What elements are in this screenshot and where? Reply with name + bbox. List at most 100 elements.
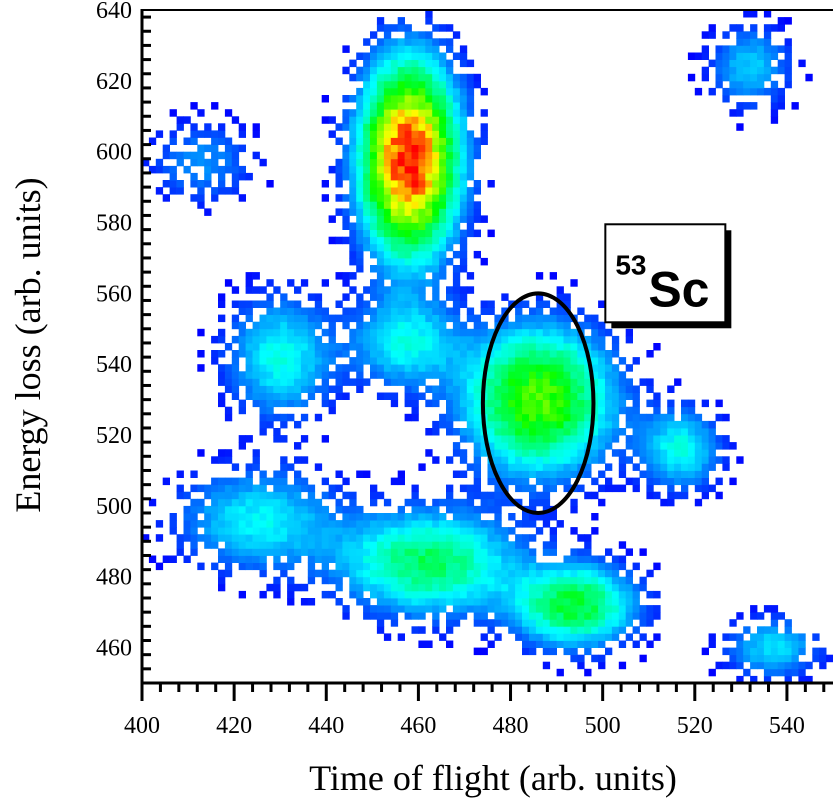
heatmap-cell <box>618 371 627 379</box>
heatmap-cell <box>598 626 606 634</box>
heatmap-cell <box>356 293 364 301</box>
heatmap-cell <box>653 406 661 415</box>
heatmap-cell <box>563 576 571 585</box>
heatmap-cell <box>190 180 198 188</box>
heatmap-cell <box>473 328 481 337</box>
heatmap-cell <box>757 661 765 670</box>
heatmap-cell <box>280 328 288 337</box>
heatmap-cell <box>770 102 779 110</box>
heatmap-cell <box>473 180 481 188</box>
heatmap-cell <box>784 45 792 53</box>
heatmap-cell <box>259 541 267 549</box>
heatmap-cell <box>605 619 613 627</box>
heatmap-cell <box>404 392 412 400</box>
heatmap-cell <box>646 590 654 599</box>
heatmap-cell <box>577 534 585 542</box>
heatmap-cell <box>370 187 378 195</box>
heatmap-cell <box>204 130 212 138</box>
heatmap-cell <box>363 548 371 556</box>
heatmap-cell <box>335 272 343 280</box>
heatmap-cell <box>238 350 246 358</box>
heatmap-cell <box>204 172 212 181</box>
heatmap-cell <box>287 328 295 337</box>
heatmap-cell <box>390 222 399 230</box>
heatmap-cell <box>529 413 537 422</box>
heatmap-cell <box>397 137 405 145</box>
heatmap-cell <box>446 364 454 372</box>
heatmap-cell <box>390 513 399 521</box>
heatmap-cell <box>411 562 419 571</box>
heatmap-cell <box>611 583 620 592</box>
heatmap-cell <box>273 399 281 408</box>
selection-circle <box>480 291 596 515</box>
heatmap-cell <box>515 307 523 315</box>
heatmap-cell <box>501 456 509 464</box>
heatmap-cell <box>459 137 468 145</box>
heatmap-cell <box>681 470 689 478</box>
heatmap-cell <box>218 491 226 500</box>
heatmap-cell <box>584 612 592 620</box>
heatmap-cell <box>452 229 461 238</box>
heatmap-cell <box>501 413 509 422</box>
heatmap-cell <box>439 598 447 606</box>
heatmap-cell <box>618 562 627 571</box>
heatmap-cell <box>446 180 454 188</box>
heatmap-cell <box>563 378 571 386</box>
heatmap-cell <box>535 392 544 400</box>
heatmap-cell <box>411 583 419 592</box>
heatmap-cell <box>549 392 557 400</box>
heatmap-cell <box>452 293 461 301</box>
heatmap-cell <box>356 583 364 592</box>
heatmap-cell <box>432 583 440 592</box>
heatmap-cell <box>653 590 661 599</box>
heatmap-cell <box>349 520 357 528</box>
heatmap-cell <box>459 343 468 351</box>
heatmap-cell <box>708 463 716 471</box>
heatmap-cell <box>245 520 253 528</box>
heatmap-cell <box>245 272 253 280</box>
heatmap-cell <box>784 647 792 656</box>
heatmap-cell <box>266 180 274 188</box>
heatmap-cell <box>342 165 350 174</box>
heatmap-cell <box>425 598 433 606</box>
heatmap-cell <box>577 548 585 556</box>
heatmap-cell <box>376 576 385 585</box>
heatmap-cell <box>204 534 212 542</box>
heatmap-cell <box>584 399 592 408</box>
heatmap-cell <box>376 583 385 592</box>
heatmap-cell <box>321 194 329 202</box>
heatmap-cell <box>743 654 751 663</box>
x-tick-label: 420 <box>216 713 252 739</box>
heatmap-cell <box>639 612 647 620</box>
heatmap-cell <box>611 555 620 563</box>
heatmap-cell <box>466 569 475 578</box>
heatmap-cell <box>252 321 260 330</box>
heatmap-cell <box>273 314 281 323</box>
heatmap-cell <box>577 449 585 457</box>
heatmap-cell <box>784 640 792 648</box>
heatmap-cell <box>770 668 779 677</box>
heatmap-cell <box>370 484 378 493</box>
heatmap-cell <box>363 534 371 542</box>
heatmap-cell <box>259 357 267 365</box>
heatmap-cell <box>529 498 537 507</box>
heatmap-cell <box>397 123 405 131</box>
heatmap-cell <box>300 541 309 549</box>
heatmap-cell <box>335 314 343 323</box>
heatmap-cell <box>763 654 772 663</box>
heatmap-cell <box>584 562 592 571</box>
heatmap-cell <box>446 201 454 209</box>
heatmap-cell <box>522 392 530 400</box>
heatmap-cell <box>667 498 675 507</box>
heatmap-cell <box>425 449 433 457</box>
heatmap-cell <box>356 364 364 372</box>
heatmap-cell <box>376 222 385 230</box>
heatmap-cell <box>798 675 806 684</box>
heatmap-cell <box>404 328 412 337</box>
heatmap-cell <box>231 378 240 386</box>
heatmap-cell <box>522 350 530 358</box>
heatmap-cell <box>446 505 454 514</box>
heatmap-cell <box>294 307 302 315</box>
heatmap-cell <box>618 598 627 606</box>
heatmap-cell <box>383 66 392 75</box>
